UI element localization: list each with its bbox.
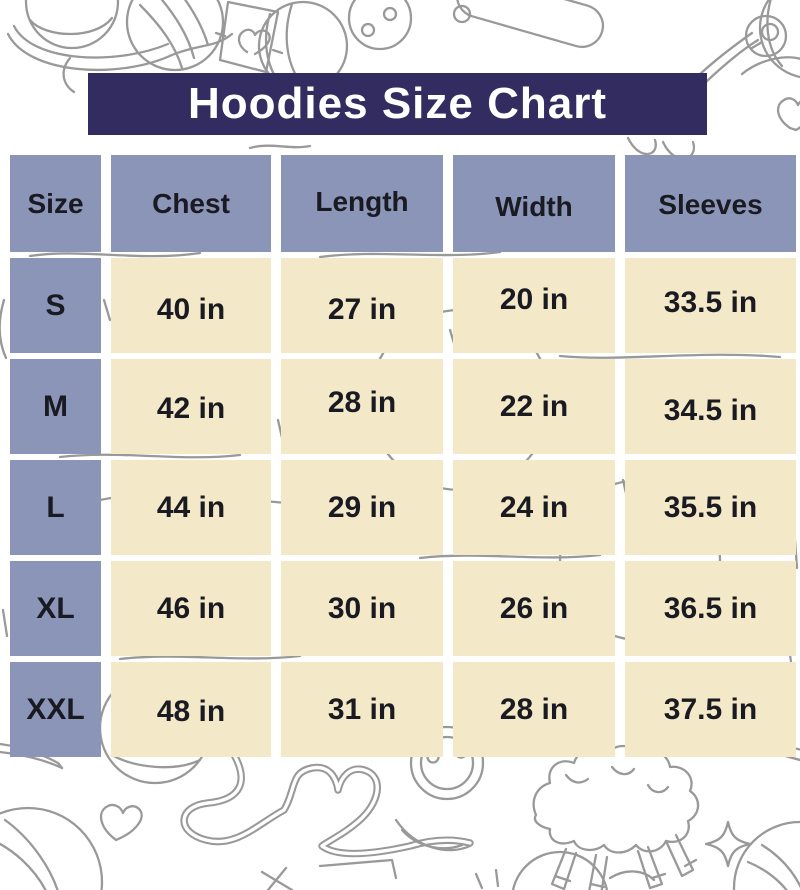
size-cell-l: L: [10, 460, 101, 555]
data-cell-l-length: 29 in: [281, 460, 443, 555]
data-cell-xl-chest: 46 in: [111, 561, 271, 656]
yarn-string-heart-icon: [180, 744, 474, 858]
header-cell-width: Width: [453, 155, 615, 252]
data-cell-l-chest: 44 in: [111, 460, 271, 555]
yarn-ball-icon: [0, 806, 104, 890]
yarn-ball-icon: [6, 0, 234, 71]
heart-icon: [776, 97, 800, 132]
size-cell-xl: XL: [10, 561, 101, 656]
data-cell-s-sleeves: 33.5 in: [625, 258, 796, 353]
data-cell-xl-width: 26 in: [453, 561, 615, 656]
header-cell-length: Length: [281, 155, 443, 252]
data-cell-m-chest: 42 in: [111, 359, 271, 454]
data-cell-xl-sleeves: 36.5 in: [625, 561, 796, 656]
size-chart-table: Size Chest Length Width Sleeves S 40 in …: [10, 155, 796, 757]
sparkle-icon: [704, 820, 752, 868]
data-cell-xxl-width: 28 in: [453, 662, 615, 757]
data-cell-l-width: 24 in: [453, 460, 615, 555]
data-cell-m-length: 28 in: [281, 359, 443, 454]
yarn-squiggle: [626, 136, 657, 156]
safety-pin-icon: [696, 14, 788, 84]
data-cell-s-width: 20 in: [453, 258, 615, 353]
size-cell-xxl: XXL: [10, 662, 101, 757]
button-icon: [409, 725, 485, 801]
data-cell-s-chest: 40 in: [111, 258, 271, 353]
data-cell-s-length: 27 in: [281, 258, 443, 353]
data-cell-xxl-sleeves: 37.5 in: [625, 662, 796, 757]
header-cell-sleeves: Sleeves: [625, 155, 796, 252]
yarn-ball-icon: [732, 820, 800, 890]
header-cell-chest: Chest: [111, 155, 271, 252]
heart-icon: [99, 803, 143, 842]
data-cell-xxl-length: 31 in: [281, 662, 443, 757]
data-cell-xxl-chest: 48 in: [111, 662, 271, 757]
size-cell-m: M: [10, 359, 101, 454]
yarn-squiggle: [394, 818, 472, 852]
data-cell-m-width: 22 in: [453, 359, 615, 454]
title-banner: Hoodies Size Chart: [88, 73, 707, 135]
safety-pin-icon: [452, 0, 605, 49]
yarn-squiggle: [248, 144, 312, 150]
yarn-ball-icon: [740, 0, 800, 79]
yarn-squiggle: [62, 56, 76, 94]
background-fragments: [260, 850, 656, 890]
size-cell-s: S: [10, 258, 101, 353]
header-cell-size: Size: [10, 155, 101, 252]
page-title: Hoodies Size Chart: [188, 79, 607, 128]
sheep-icon: [532, 744, 700, 890]
button-icon: [347, 0, 413, 51]
data-cell-xl-length: 30 in: [281, 561, 443, 656]
data-cell-l-sleeves: 35.5 in: [625, 460, 796, 555]
data-cell-m-sleeves: 34.5 in: [625, 359, 796, 454]
